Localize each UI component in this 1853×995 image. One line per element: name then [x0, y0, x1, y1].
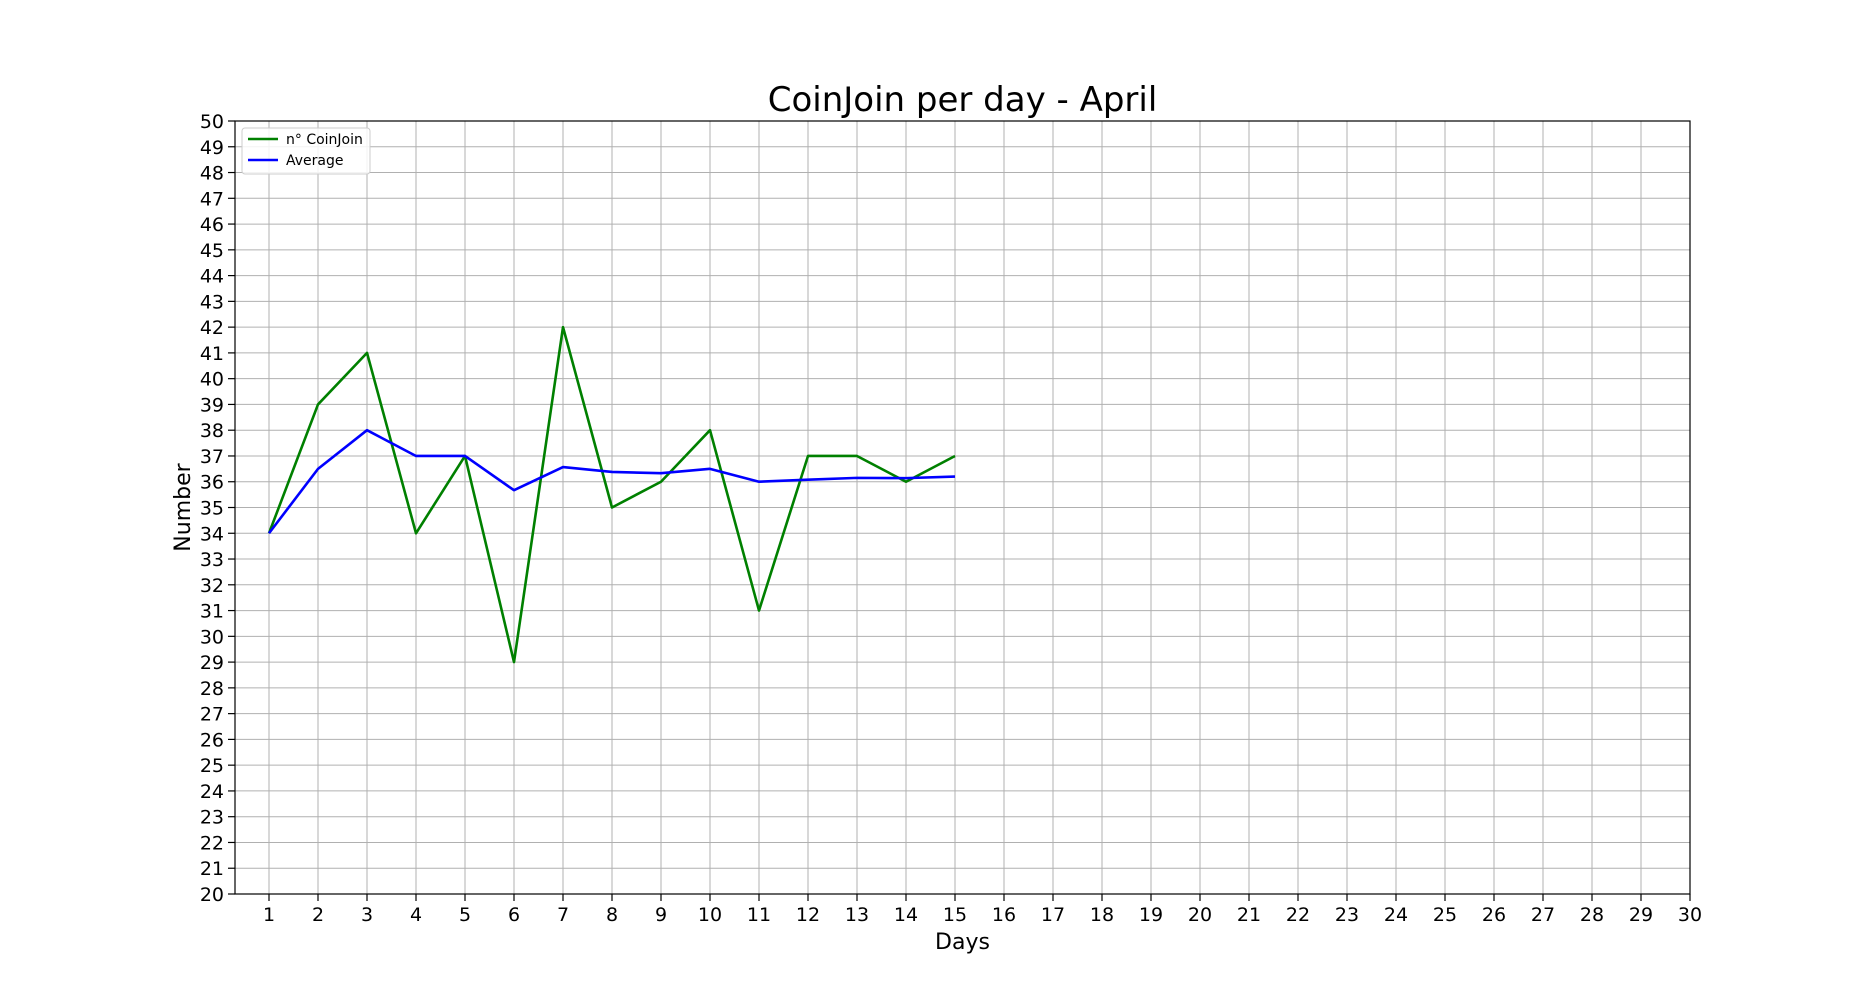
legend-label: Average — [286, 153, 344, 169]
y-tick-label: 49 — [200, 137, 224, 159]
x-tick-label: 7 — [557, 904, 569, 926]
x-tick-label: 13 — [845, 904, 869, 926]
y-tick-label: 21 — [200, 858, 224, 880]
legend-label: n° CoinJoin — [286, 132, 363, 148]
y-tick-label: 41 — [200, 343, 224, 365]
x-tick-label: 26 — [1482, 904, 1506, 926]
y-tick-label: 27 — [200, 704, 224, 726]
y-tick-label: 23 — [200, 807, 224, 829]
y-tick-label: 36 — [200, 472, 224, 494]
series-line-average — [267, 428, 956, 535]
y-tick-label: 47 — [200, 188, 224, 210]
y-tick-label: 43 — [200, 291, 224, 313]
y-tick-label: 20 — [200, 884, 224, 906]
x-tick-label: 1 — [263, 904, 275, 926]
y-tick-label: 40 — [200, 369, 224, 391]
x-tick-label: 25 — [1433, 904, 1457, 926]
x-tick-label: 10 — [698, 904, 722, 926]
x-axis-label: Days — [935, 930, 990, 955]
y-axis: 20 21 22 23 24 25 26 27 28 29 30 31 32 33 34 35 36 37 38 39… — [200, 111, 235, 906]
x-tick-label: 2 — [312, 904, 324, 926]
y-tick-label: 24 — [200, 781, 224, 803]
x-tick-label: 17 — [1041, 904, 1065, 926]
y-tick-label: 46 — [200, 214, 224, 236]
x-tick-label: 12 — [796, 904, 820, 926]
x-tick-label: 24 — [1384, 904, 1408, 926]
y-tick-label: 44 — [200, 266, 224, 288]
y-tick-label: 32 — [200, 575, 224, 597]
chart-title: CoinJoin per day - April — [768, 80, 1158, 120]
y-tick-label: 25 — [200, 755, 224, 777]
y-tick-label: 38 — [200, 420, 224, 442]
series-lines — [267, 325, 956, 664]
x-tick-label: 19 — [1139, 904, 1163, 926]
x-tick-label: 3 — [361, 904, 373, 926]
series-line-coinjoin — [267, 325, 956, 664]
x-axis: 1 2 3 4 5 6 7 8 9 10 11 12 13 14 15 16 17 18 19 20 21 22 23 24 2… — [263, 894, 1702, 926]
x-tick-label: 14 — [894, 904, 918, 926]
x-tick-label: 15 — [943, 904, 967, 926]
y-tick-label: 50 — [200, 111, 224, 133]
x-tick-label: 16 — [992, 904, 1016, 926]
x-tick-label: 6 — [508, 904, 520, 926]
y-tick-label: 37 — [200, 446, 224, 468]
x-tick-label: 27 — [1531, 904, 1555, 926]
x-tick-label: 4 — [410, 904, 422, 926]
x-tick-label: 30 — [1678, 904, 1702, 926]
y-tick-label: 31 — [200, 601, 224, 623]
y-axis-label: Number — [171, 462, 196, 551]
x-tick-label: 22 — [1286, 904, 1310, 926]
x-tick-label: 5 — [459, 904, 471, 926]
y-tick-label: 48 — [200, 163, 224, 185]
x-tick-label: 28 — [1580, 904, 1604, 926]
y-tick-label: 45 — [200, 240, 224, 262]
y-tick-label: 35 — [200, 498, 224, 520]
x-tick-label: 29 — [1629, 904, 1653, 926]
x-tick-label: 20 — [1188, 904, 1212, 926]
y-tick-label: 29 — [200, 652, 224, 674]
x-tick-label: 21 — [1237, 904, 1261, 926]
legend: n° CoinJoin Average — [241, 127, 371, 175]
grid — [235, 120, 1691, 895]
x-tick-label: 11 — [747, 904, 771, 926]
y-tick-label: 39 — [200, 394, 224, 416]
y-tick-label: 34 — [200, 523, 224, 545]
y-tick-label: 26 — [200, 729, 224, 751]
x-tick-label: 18 — [1090, 904, 1114, 926]
y-tick-label: 30 — [200, 626, 224, 648]
y-tick-label: 42 — [200, 317, 224, 339]
x-tick-label: 23 — [1335, 904, 1359, 926]
y-tick-label: 33 — [200, 549, 224, 571]
x-tick-label: 9 — [655, 904, 667, 926]
y-tick-label: 22 — [200, 832, 224, 854]
x-tick-label: 8 — [606, 904, 618, 926]
y-tick-label: 28 — [200, 678, 224, 700]
